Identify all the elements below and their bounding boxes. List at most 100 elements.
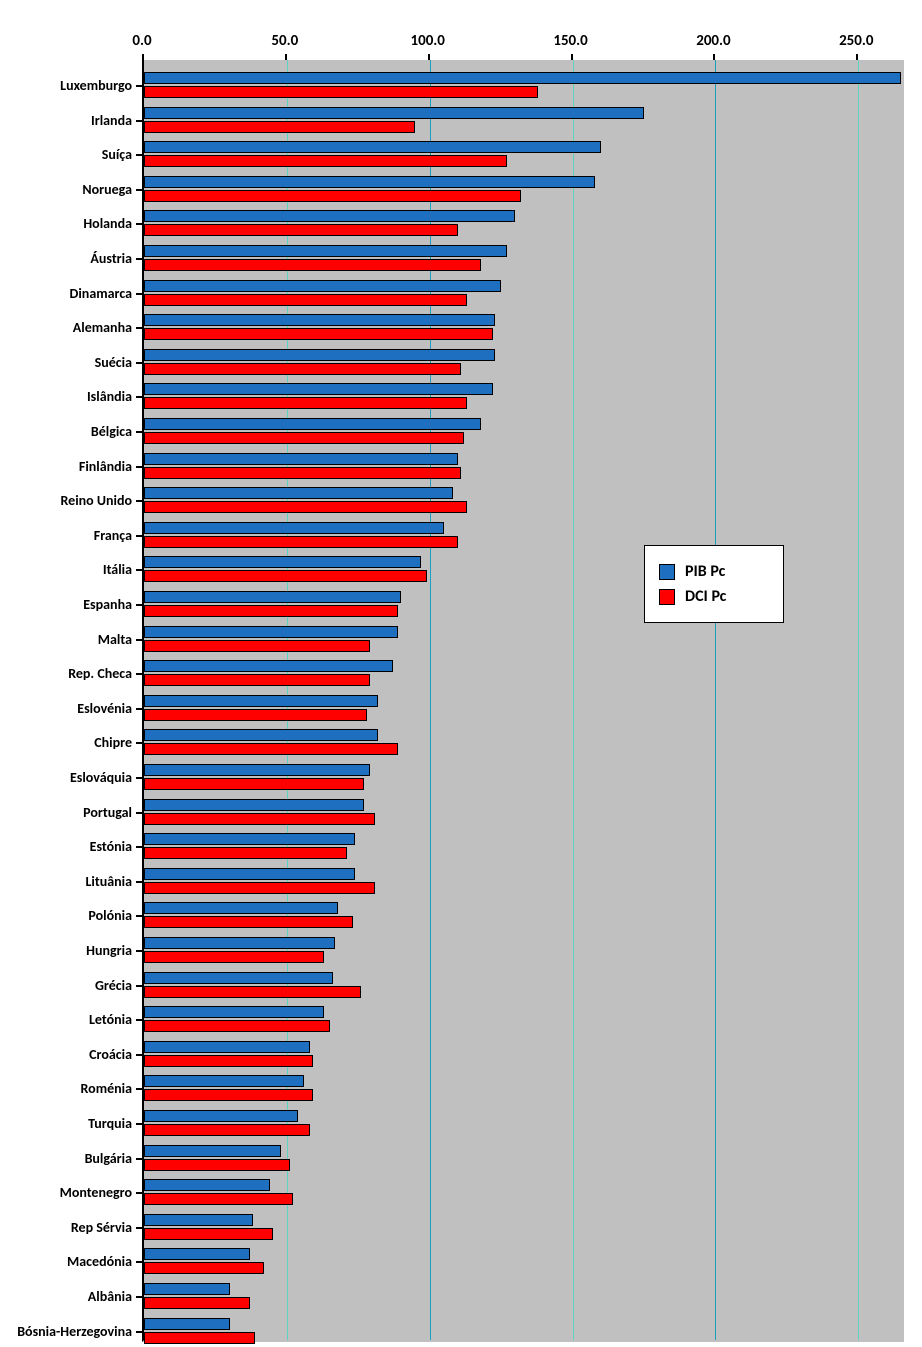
y-tick: [136, 466, 142, 468]
y-tick: [136, 189, 142, 191]
bar-pib-pc: [144, 695, 378, 707]
bar-dci-pc: [144, 570, 427, 582]
y-tick: [136, 327, 142, 329]
bar-pib-pc: [144, 1214, 253, 1226]
bar-pib-pc: [144, 1075, 304, 1087]
y-tick: [136, 812, 142, 814]
category-label: Hungria: [0, 942, 132, 959]
bar-dci-pc: [144, 1193, 293, 1205]
category-label: Portugal: [0, 804, 132, 821]
y-tick: [136, 1296, 142, 1298]
category-label: Reino Unido: [0, 492, 132, 509]
y-tick: [136, 777, 142, 779]
category-label: Alemanha: [0, 319, 132, 336]
bar-pib-pc: [144, 72, 901, 84]
bar-dci-pc: [144, 1089, 313, 1101]
bar-dci-pc: [144, 467, 461, 479]
bar-dci-pc: [144, 536, 458, 548]
y-tick: [136, 604, 142, 606]
bar-pib-pc: [144, 522, 444, 534]
legend-swatch: [659, 564, 675, 580]
bar-dci-pc: [144, 986, 361, 998]
category-label: Chipre: [0, 734, 132, 751]
category-label: Itália: [0, 561, 132, 578]
category-label: Eslovénia: [0, 700, 132, 717]
bar-dci-pc: [144, 951, 324, 963]
y-tick: [136, 569, 142, 571]
category-label: Finlândia: [0, 458, 132, 475]
category-label: Polónia: [0, 907, 132, 924]
category-label: Bulgária: [0, 1150, 132, 1167]
x-tick: [285, 54, 287, 60]
bar-dci-pc: [144, 709, 367, 721]
x-axis-label: 50.0: [271, 32, 298, 50]
bar-dci-pc: [144, 1262, 264, 1274]
bar-pib-pc: [144, 833, 355, 845]
x-tick: [713, 54, 715, 60]
y-tick: [136, 120, 142, 122]
y-tick: [136, 673, 142, 675]
bar-pib-pc: [144, 1006, 324, 1018]
legend-label: DCI Pc: [685, 587, 726, 606]
bar-dci-pc: [144, 294, 467, 306]
x-axis-label: 0.0: [132, 32, 151, 50]
bar-dci-pc: [144, 224, 458, 236]
y-tick: [136, 362, 142, 364]
x-axis-label: 100.0: [410, 32, 444, 50]
y-tick: [136, 258, 142, 260]
x-axis-label: 250.0: [839, 32, 873, 50]
y-tick: [136, 742, 142, 744]
y-tick: [136, 1331, 142, 1333]
category-label: Irlanda: [0, 112, 132, 129]
bar-pib-pc: [144, 418, 481, 430]
category-label: Letónia: [0, 1011, 132, 1028]
bar-pib-pc: [144, 314, 495, 326]
bar-dci-pc: [144, 1332, 255, 1344]
category-label: Croácia: [0, 1046, 132, 1063]
category-label: Espanha: [0, 596, 132, 613]
bar-pib-pc: [144, 591, 401, 603]
bar-pib-pc: [144, 1179, 270, 1191]
bar-dci-pc: [144, 86, 538, 98]
y-tick: [136, 1192, 142, 1194]
bar-dci-pc: [144, 190, 521, 202]
bar-dci-pc: [144, 501, 467, 513]
y-tick: [136, 639, 142, 641]
bar-pib-pc: [144, 1110, 298, 1122]
category-label: Luxemburgo: [0, 77, 132, 94]
y-tick: [136, 1227, 142, 1229]
bar-dci-pc: [144, 916, 353, 928]
bar-pib-pc: [144, 660, 393, 672]
bar-pib-pc: [144, 1318, 230, 1330]
y-tick: [136, 293, 142, 295]
bar-pib-pc: [144, 1145, 281, 1157]
bar-dci-pc: [144, 1228, 273, 1240]
y-tick: [136, 1158, 142, 1160]
bar-pib-pc: [144, 245, 507, 257]
category-label: Albânia: [0, 1288, 132, 1305]
category-label: Estónia: [0, 838, 132, 855]
category-label: Áustria: [0, 250, 132, 267]
x-axis-label: 150.0: [553, 32, 587, 50]
category-label: Rep Sérvia: [0, 1219, 132, 1236]
bar-dci-pc: [144, 121, 415, 133]
y-tick: [136, 431, 142, 433]
y-tick: [136, 881, 142, 883]
bar-dci-pc: [144, 882, 375, 894]
bar-dci-pc: [144, 363, 461, 375]
y-tick: [136, 500, 142, 502]
bar-dci-pc: [144, 778, 364, 790]
bar-pib-pc: [144, 349, 495, 361]
category-label: Bósnia-Herzegovina: [0, 1323, 132, 1340]
category-label: Rep. Checa: [0, 665, 132, 682]
chart-container: 0.050.0100.0150.0200.0250.0LuxemburgoIrl…: [0, 0, 922, 1347]
legend: PIB PcDCI Pc: [644, 545, 784, 623]
bar-pib-pc: [144, 868, 355, 880]
bar-dci-pc: [144, 674, 370, 686]
y-tick: [136, 154, 142, 156]
bar-dci-pc: [144, 1124, 310, 1136]
bar-dci-pc: [144, 813, 375, 825]
bar-dci-pc: [144, 259, 481, 271]
y-tick: [136, 985, 142, 987]
plot-area: [142, 60, 904, 1342]
